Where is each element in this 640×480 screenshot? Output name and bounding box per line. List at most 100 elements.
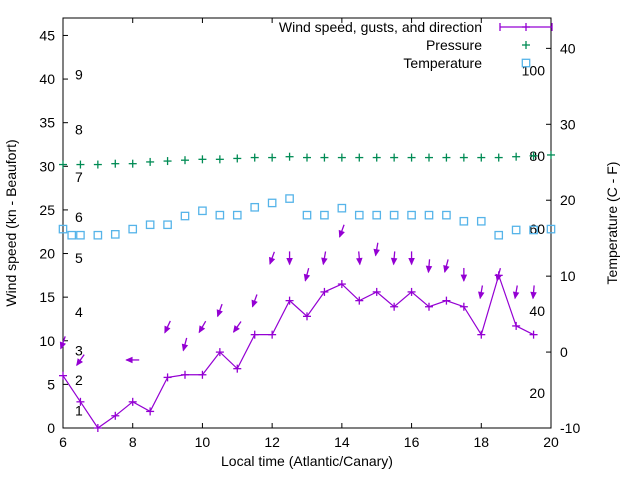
wind-direction-arrow [530,285,537,300]
wind-direction-arrow [321,251,328,266]
wind-point-marker [285,296,294,305]
wind-point-marker [407,287,416,296]
y-tick-label: 10 [39,333,55,349]
pressure-point-marker [181,156,189,165]
temperature-point-marker [232,210,242,220]
wind-speed-line [62,273,534,429]
temperature-point-marker [145,220,155,230]
temperature-point-marker [285,194,294,203]
pressure-point-marker [494,153,503,162]
y-tick-label: 0 [47,420,55,436]
legend-label-0: Wind speed, gusts, and direction [279,19,482,35]
pressure-point-marker [459,153,468,162]
temperature-point-marker [180,211,190,221]
y-tick-label: 45 [39,27,55,43]
beaufort-label: 6 [75,209,83,225]
pressure-point-marker [146,157,155,166]
pressure-point-marker [547,150,555,159]
x-tick-label: 8 [129,434,137,450]
y-tick-label: 5 [47,376,55,392]
temperature-point-marker [354,210,364,220]
pressure-point-marker [128,159,137,168]
wind-direction-arrow [286,251,293,266]
wind-direction-arrow [181,337,189,352]
y-tick-label: 40 [39,71,55,87]
x-tick-label: 18 [473,434,489,450]
pressure-point-marker [477,153,486,162]
legend-label-2: Temperature [403,55,482,71]
pressure-point-marker [512,152,521,161]
wind-point-marker [512,321,521,330]
wind-direction-arrow [356,251,363,266]
pressure-point-marker [390,153,399,162]
chart-legend: Wind speed, gusts, and direction Pressure… [279,19,553,71]
temperature-point-marker [372,210,382,220]
temperature-point-marker [302,210,312,220]
beaufort-scale-labels: 1 2 3 4 5 6 7 8 9 [75,67,83,419]
pressure-point-marker [59,160,67,169]
wind-point-marker [372,287,381,296]
pressure-point-marker [337,153,346,162]
pressure-point-marker [111,159,120,168]
beaufort-label: 7 [75,169,83,185]
pressure-point-marker [250,153,259,162]
temperature-point-marker [250,202,260,212]
temperature-point-marker [407,210,416,220]
pressure-point-marker [163,157,172,166]
wind-point-marker [111,411,120,420]
wind-point-marker [215,348,224,357]
wind-point-marker [320,287,329,296]
x-tick-label: 10 [195,434,211,450]
pressure-point-marker [372,153,381,162]
pressure-point-marker [233,154,242,163]
pressure-point-marker [355,153,364,162]
data-series-group [58,150,556,432]
wind-point-marker [233,364,242,373]
wind-direction-arrow [232,321,242,333]
wind-direction-arrow [269,251,276,265]
x-tick-label: 14 [334,434,350,450]
wind-point-marker [425,302,433,311]
wind-direction-arrow [303,268,311,282]
temperature-point-marker [337,203,347,213]
wind-point-marker [76,397,85,406]
x-axis-title: Local time (Atlantic/Canary) [221,453,393,469]
wind-point-marker [181,370,189,379]
legend-label-1: Pressure [426,37,482,53]
wind-point-marker [442,296,451,305]
y-tick-label: 25 [39,202,55,218]
temperature-point-marker [529,225,538,235]
beaufort-label: 4 [75,304,83,320]
legend-key-wind [499,23,553,31]
y2-tick-label: 30 [560,116,576,132]
temperature-point-marker [320,210,329,220]
wind-direction-arrow [495,268,502,282]
wind-direction-arrow [164,320,171,334]
wind-direction-arrow [198,320,207,334]
axis-group: 6 8 10 12 14 16 18 20051015202530354045-1001020… [39,17,580,450]
wind-direction-arrow [373,242,380,257]
inner-right-label: 20 [529,385,545,401]
wind-point-marker [250,330,259,339]
pressure-point-marker [268,153,277,162]
x-tick-label: 12 [264,434,280,450]
y2-tick-label: 10 [560,268,576,284]
wind-direction-arrow [408,251,415,266]
wind-point-marker [128,397,137,406]
legend-key-temperature [521,58,531,68]
beaufort-label: 5 [75,250,83,266]
beaufort-label: 3 [75,342,83,358]
wind-direction-arrow [512,285,520,300]
beaufort-label: 9 [75,67,83,83]
y2-tick-label: 20 [560,192,576,208]
wind-point-marker [459,302,468,311]
pressure-point-marker [303,153,311,162]
wind-direction-arrow [125,356,140,364]
x-tick-label: 6 [59,434,67,450]
temperature-point-marker [76,230,85,240]
temperature-point-marker [494,230,504,240]
wind-point-marker [163,373,172,382]
temperature-point-marker [110,230,120,239]
